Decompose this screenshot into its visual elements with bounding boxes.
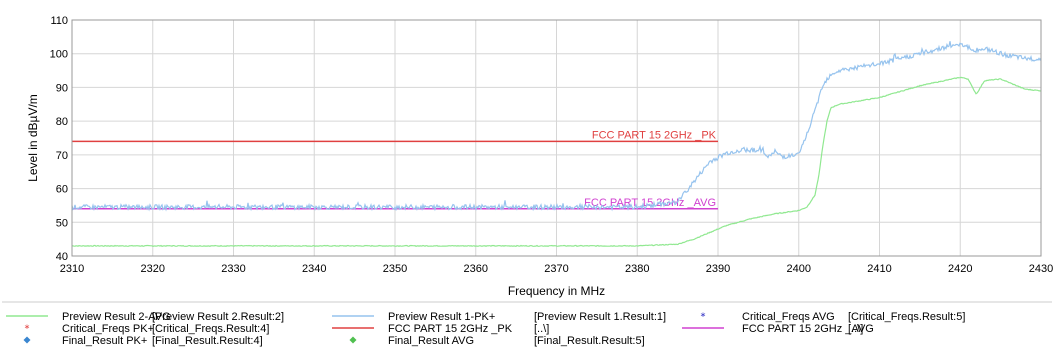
x-tick-label: 2430 xyxy=(1029,263,1053,275)
legend-entry-name: Preview Result 1-PK+ xyxy=(388,311,495,323)
legend-entry-tag: [..\] xyxy=(848,323,863,335)
legend-swatch-diamond xyxy=(23,336,31,344)
x-tick-label: 2390 xyxy=(706,263,730,275)
x-tick-label: 2370 xyxy=(544,263,568,275)
legend: Preview Result 2-AVG[Preview Result 2.Re… xyxy=(6,311,965,347)
legend-entry-tag: [Final_Result.Result:5] xyxy=(534,335,645,347)
x-tick-label: 2380 xyxy=(625,263,649,275)
x-tick-label: 2420 xyxy=(948,263,972,275)
plot-frame xyxy=(71,19,1042,257)
y-tick-label: 80 xyxy=(56,116,68,128)
x-tick-label: 2400 xyxy=(787,263,811,275)
legend-entry-tag: [Preview Result 2.Result:2] xyxy=(152,311,284,323)
legend-entry-name: Critical_Freqs PK+ xyxy=(62,323,154,335)
y-tick-label: 70 xyxy=(56,150,68,162)
y-tick-label: 100 xyxy=(50,49,68,61)
x-tick-label: 2320 xyxy=(141,263,165,275)
y-axis-label: Level in dBµV/m xyxy=(26,94,40,182)
legend-entry-tag: [Critical_Freqs.Result:5] xyxy=(848,311,965,323)
legend-entry-name: Final_Result AVG xyxy=(388,335,474,347)
x-tick-label: 2410 xyxy=(867,263,891,275)
x-tick-label: 2310 xyxy=(60,263,84,275)
series-line-2 xyxy=(71,41,1042,212)
x-tick-label: 2330 xyxy=(221,263,245,275)
x-tick-label: 2350 xyxy=(383,263,407,275)
legend-entry-name: Final_Result PK+ xyxy=(62,335,147,347)
x-tick-labels: 2310 2320 2330 2340 2350 2360 2370 2380 2390 2400… xyxy=(60,263,1053,275)
y-tick-label: 110 xyxy=(50,15,68,27)
legend-entry-name: Critical_Freqs AVG xyxy=(742,311,835,323)
series-line-1 xyxy=(71,76,1042,247)
legend-entry-tag: [Final_Result.Result:4] xyxy=(152,335,263,347)
y-tick-label: 90 xyxy=(56,82,68,94)
x-axis-label: Frequency in MHz xyxy=(508,284,605,298)
legend-entry-tag: [Preview Result 1.Result:1] xyxy=(534,311,666,323)
legend-entry-tag: [..\] xyxy=(534,323,549,335)
legend-entry-name: FCC PART 15 2GHz _PK xyxy=(388,323,513,335)
legend-swatch-star: * xyxy=(25,324,30,335)
legend-swatch-star: * xyxy=(701,312,706,323)
y-tick-label: 60 xyxy=(56,184,68,196)
legend-entry-tag: [Critical_Freqs.Result:4] xyxy=(152,323,269,335)
y-tick-label: 50 xyxy=(56,217,68,229)
y-tick-labels: 40 50 60 70 80 90 100 110 xyxy=(50,15,68,263)
limit-label-1: FCC PART 15 2GHz _PK xyxy=(592,129,717,141)
legend-entry-name: Preview Result 2-AVG xyxy=(62,311,171,323)
x-tick-label: 2360 xyxy=(464,263,488,275)
legend-entry-name: FCC PART 15 2GHz _AVG xyxy=(742,323,874,335)
legend-swatch-diamond xyxy=(349,336,357,344)
y-tick-label: 40 xyxy=(56,251,68,263)
x-tick-label: 2340 xyxy=(302,263,326,275)
data-series xyxy=(71,41,1042,247)
